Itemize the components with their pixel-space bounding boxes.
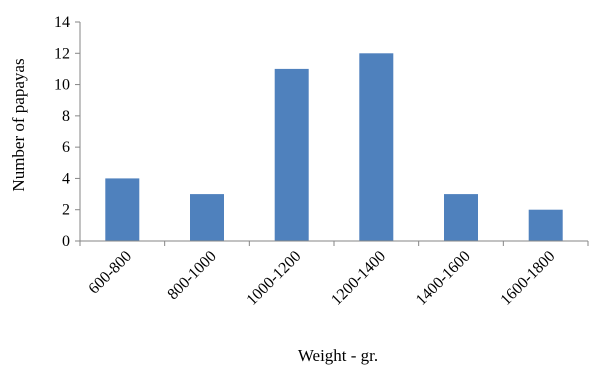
x-axis-title: Weight - gr.: [298, 346, 378, 365]
bar-1000-1200: [274, 68, 309, 242]
bar-1400-1600: [444, 194, 478, 241]
x-tick-labels: 600-800 800-1000 1000-1200 1200-1400 1400-16…: [85, 248, 558, 309]
x-tick-label: 1000-1200: [243, 248, 304, 309]
bar-800-1000: [190, 194, 224, 241]
axes-group: [75, 21, 589, 246]
bars-group: [105, 53, 563, 242]
y-tick-label: 0: [62, 233, 70, 250]
x-tick-label: 600-800: [85, 248, 135, 298]
x-tick-label: 1200-1400: [328, 248, 389, 309]
x-tick-label: 800-1000: [164, 248, 219, 303]
y-tick-label: 14: [54, 14, 70, 31]
y-tick-label: 12: [54, 45, 70, 62]
x-tick-label: 1400-1600: [413, 248, 474, 309]
bar-1600-1800: [528, 209, 563, 241]
y-tick-label: 6: [62, 139, 70, 156]
y-tick-label: 2: [62, 202, 70, 219]
x-tick-label: 1600-1800: [497, 248, 558, 309]
y-axis-title: Number of papayas: [9, 58, 28, 191]
y-tick-labels: 0 2 4 6 8 10 12 14: [54, 14, 70, 250]
y-tick-label: 8: [62, 108, 70, 125]
y-tick-label: 10: [54, 77, 70, 94]
bar-1200-1400: [359, 53, 394, 241]
y-tick-label: 4: [62, 170, 70, 187]
bar-600-800: [105, 178, 140, 241]
